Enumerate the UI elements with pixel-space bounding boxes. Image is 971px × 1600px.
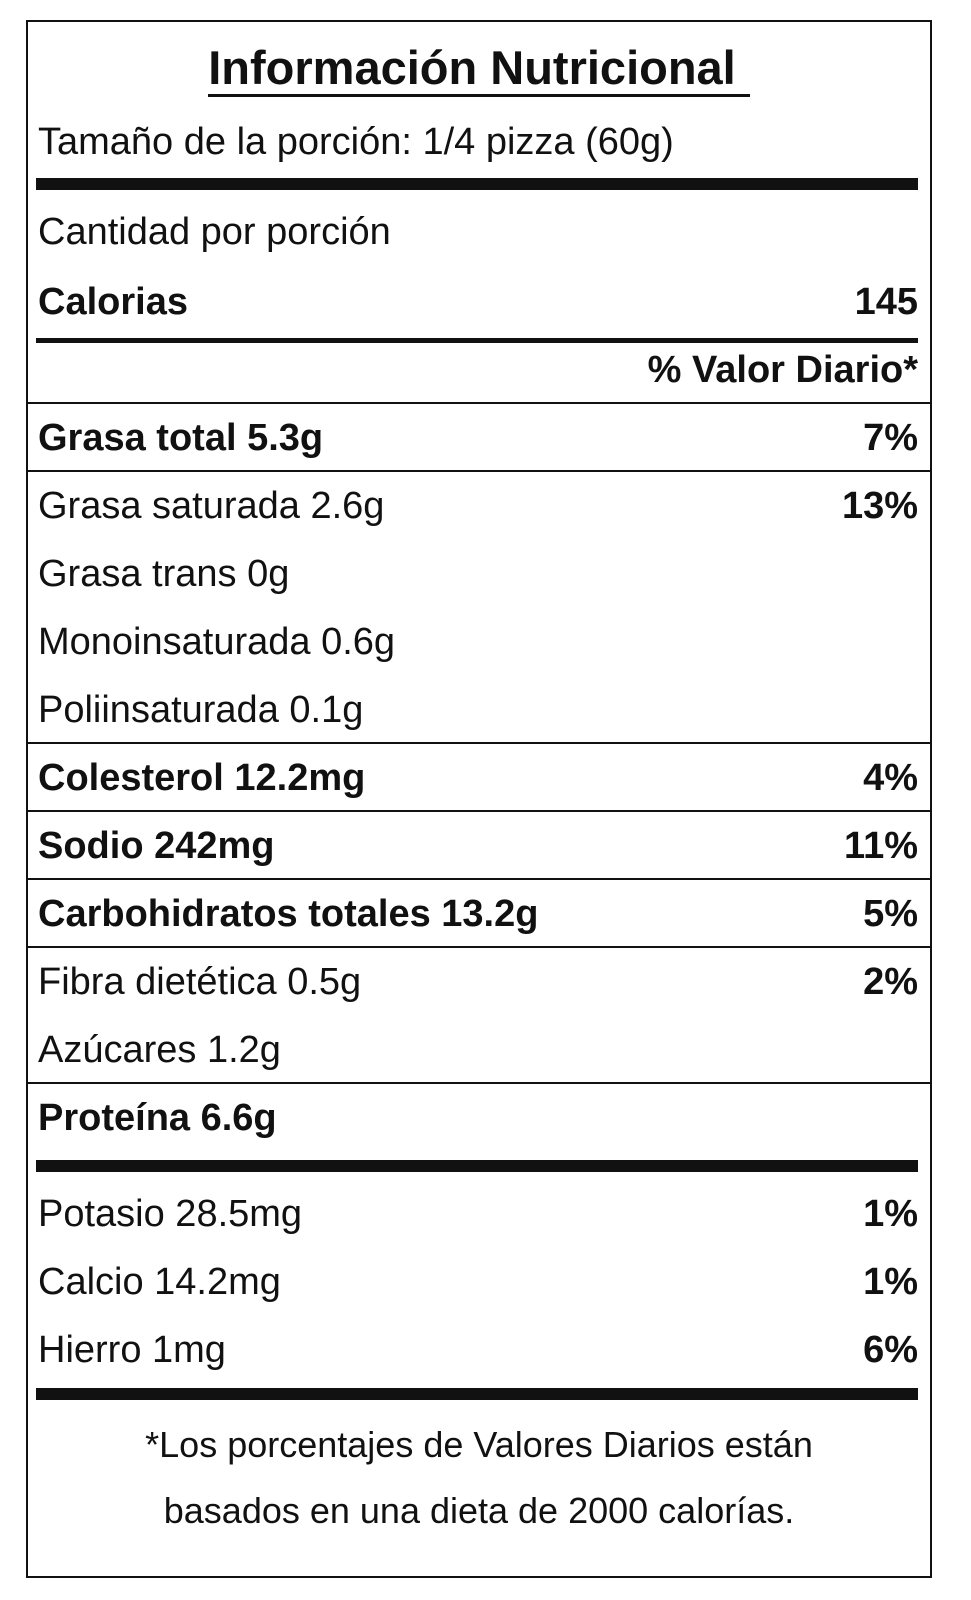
nutrient-dv: 4% bbox=[863, 756, 918, 799]
nutrient-row: Sodio 242mg 11% bbox=[38, 818, 918, 874]
nutrient-name: Fibra dietética 0.5g bbox=[38, 960, 362, 1003]
divider bbox=[28, 470, 930, 472]
mineral-dv: 1% bbox=[863, 1260, 918, 1303]
calories-label: Calorias bbox=[38, 280, 188, 323]
medium-divider bbox=[36, 338, 918, 343]
nutrient-row: Grasa trans 0g bbox=[38, 546, 918, 602]
nutrient-dv: 7% bbox=[863, 416, 918, 459]
nutrition-label: Información Nutricional Tamaño de la por… bbox=[26, 20, 932, 1578]
nutrient-row: Grasa saturada 2.6g 13% bbox=[38, 478, 918, 534]
nutrient-row: Colesterol 12.2mg 4% bbox=[38, 750, 918, 806]
mineral-row: Potasio 28.5mg 1% bbox=[38, 1186, 918, 1242]
daily-value-header: % Valor Diario* bbox=[647, 348, 918, 391]
nutrient-row: Carbohidratos totales 13.2g 5% bbox=[38, 886, 918, 942]
nutrient-name: Poliinsaturada 0.1g bbox=[38, 688, 364, 731]
amount-per-serving: Cantidad por porción bbox=[38, 204, 918, 260]
nutrient-dv: 5% bbox=[863, 892, 918, 935]
mineral-name: Potasio 28.5mg bbox=[38, 1192, 303, 1235]
nutrient-name: Proteína 6.6g bbox=[38, 1096, 277, 1139]
label-title: Información Nutricional bbox=[28, 40, 930, 97]
footnote-line-1: *Los porcentajes de Valores Diarios está… bbox=[145, 1424, 813, 1465]
nutrient-name: Azúcares 1.2g bbox=[38, 1028, 281, 1071]
nutrient-name: Sodio 242mg bbox=[38, 824, 275, 867]
nutrient-row: Azúcares 1.2g bbox=[38, 1022, 918, 1078]
nutrient-row: Poliinsaturada 0.1g bbox=[38, 682, 918, 738]
nutrient-row: Grasa total 5.3g 7% bbox=[38, 410, 918, 466]
mineral-row: Hierro 1mg 6% bbox=[38, 1322, 918, 1378]
nutrient-dv: 11% bbox=[844, 824, 918, 867]
divider bbox=[28, 810, 930, 812]
nutrient-name: Monoinsaturada 0.6g bbox=[38, 620, 396, 663]
mineral-dv: 1% bbox=[863, 1192, 918, 1235]
nutrient-name: Grasa total 5.3g bbox=[38, 416, 324, 459]
thick-divider bbox=[36, 1160, 918, 1172]
daily-value-header-row: % Valor Diario* bbox=[38, 342, 918, 398]
mineral-name: Hierro 1mg bbox=[38, 1328, 226, 1371]
calories-value: 145 bbox=[854, 280, 918, 323]
calories-row: Calorias 145 bbox=[38, 274, 918, 330]
nutrient-row: Proteína 6.6g bbox=[38, 1090, 918, 1146]
divider bbox=[28, 402, 930, 404]
nutrient-name: Grasa saturada 2.6g bbox=[38, 484, 385, 527]
amount-per-serving-text: Cantidad por porción bbox=[38, 210, 391, 253]
nutrient-dv: 2% bbox=[863, 960, 918, 1003]
divider bbox=[28, 946, 930, 948]
divider bbox=[28, 742, 930, 744]
footnote-line-2: basados en una dieta de 2000 calorías. bbox=[163, 1490, 795, 1531]
thick-divider bbox=[36, 1388, 918, 1400]
nutrient-name: Colesterol 12.2mg bbox=[38, 756, 366, 799]
serving-size: Tamaño de la porción: 1/4 pizza (60g) bbox=[38, 121, 674, 163]
divider bbox=[28, 1082, 930, 1084]
mineral-row: Calcio 14.2mg 1% bbox=[38, 1254, 918, 1310]
nutrient-row: Fibra dietética 0.5g 2% bbox=[38, 954, 918, 1010]
nutrient-row: Monoinsaturada 0.6g bbox=[38, 614, 918, 670]
mineral-dv: 6% bbox=[863, 1328, 918, 1371]
divider bbox=[28, 878, 930, 880]
mineral-name: Calcio 14.2mg bbox=[38, 1260, 281, 1303]
nutrient-dv: 13% bbox=[841, 484, 918, 527]
thick-divider bbox=[36, 178, 918, 190]
nutrient-name: Carbohidratos totales 13.2g bbox=[38, 892, 539, 935]
nutrient-name: Grasa trans 0g bbox=[38, 552, 290, 595]
